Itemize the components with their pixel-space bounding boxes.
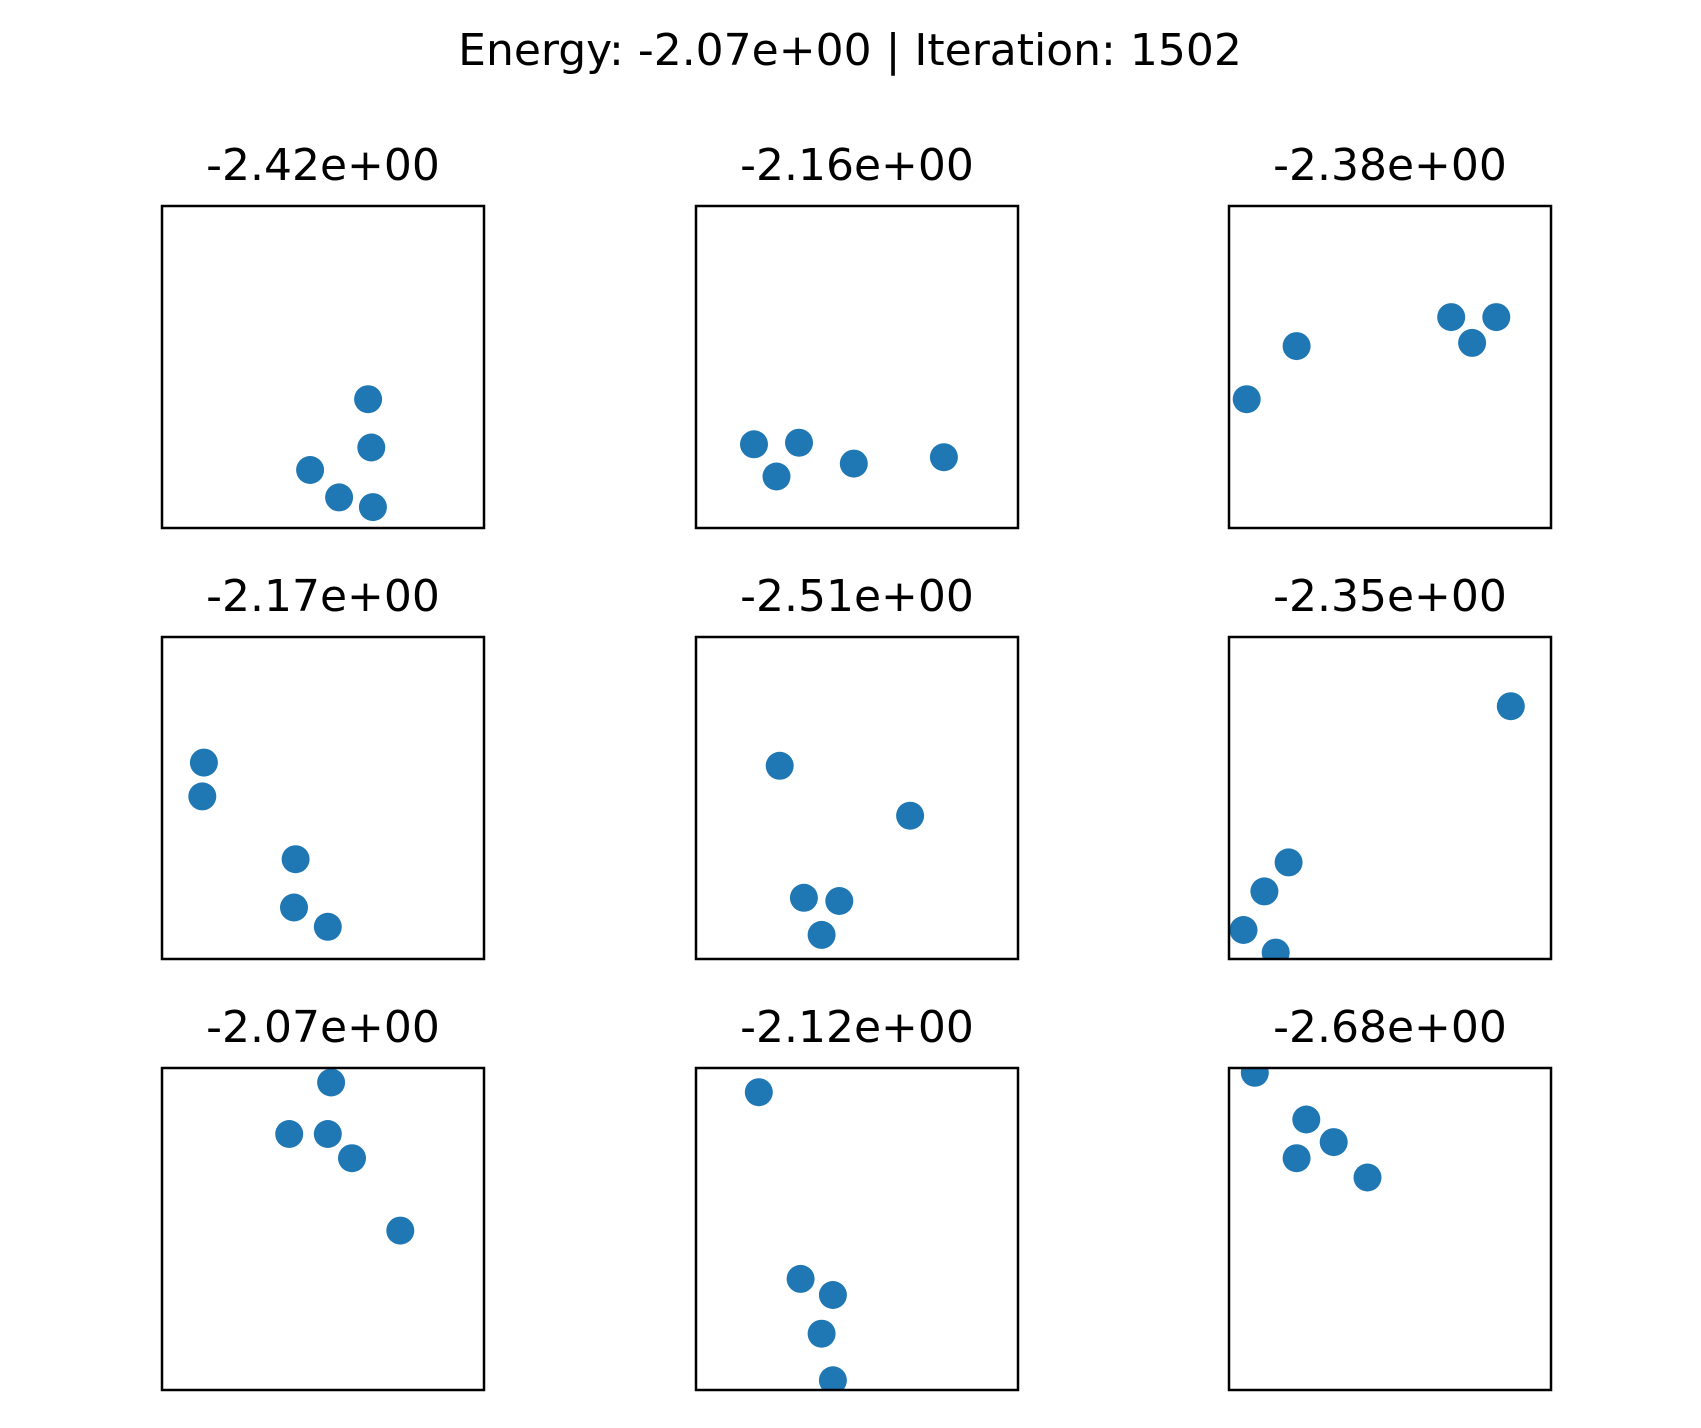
subplot-4: -2.17e+00 [160, 571, 486, 961]
scatter-point [807, 920, 836, 949]
scatter-point [818, 1366, 847, 1390]
scatter-point [1482, 303, 1511, 332]
scatter-point [1232, 385, 1261, 414]
scatter-point [807, 1319, 836, 1348]
subplot-title: -2.16e+00 [740, 140, 974, 191]
scatter-point [358, 493, 387, 522]
scatter-point [740, 430, 768, 459]
subplot-title: -2.12e+00 [740, 1002, 974, 1053]
scatter-point [296, 456, 325, 484]
scatter-point [188, 782, 217, 811]
scatter-point [1274, 848, 1303, 877]
scatter-point [1292, 1105, 1321, 1134]
scatter-point [1240, 1068, 1269, 1087]
subplot-6: -2.35e+00 [1227, 571, 1553, 961]
scatter-point [1261, 938, 1290, 959]
scatter-point [1437, 303, 1466, 332]
scatter-point [275, 1120, 304, 1148]
scatter-point [762, 462, 791, 491]
axes-frame [1227, 204, 1553, 530]
axes-frame [1227, 1066, 1553, 1392]
scatter-point [386, 1216, 415, 1245]
scatter-points [1229, 692, 1525, 959]
subplot-1: -2.42e+00 [160, 140, 486, 530]
scatter-point [765, 751, 794, 780]
scatter-point [896, 801, 925, 830]
subplot-title: -2.42e+00 [206, 140, 440, 191]
axes-frame [694, 204, 1020, 530]
scatter-point [338, 1144, 366, 1173]
scatter-point [281, 845, 310, 874]
scatter-points [740, 428, 958, 491]
scatter-points [188, 748, 342, 941]
scatter-point [1282, 332, 1311, 361]
scatter-point [1458, 328, 1487, 357]
subplot-9: -2.68e+00 [1227, 1002, 1553, 1392]
subplot-3: -2.38e+00 [1227, 140, 1553, 530]
scatter-point [744, 1078, 773, 1107]
scatter-point [1282, 1144, 1311, 1173]
axes-frame [160, 635, 486, 961]
subplot-title: -2.17e+00 [206, 571, 440, 622]
scatter-point [313, 1120, 342, 1148]
subplot-5: -2.51e+00 [694, 571, 1020, 961]
figure-suptitle: Energy: -2.07e+00 | Iteration: 1502 [458, 25, 1242, 76]
subplot-title: -2.38e+00 [1273, 140, 1507, 191]
scatter-point [1496, 692, 1525, 721]
scatter-point [789, 883, 818, 912]
scatter-point [354, 385, 383, 414]
scatter-point [818, 1281, 847, 1309]
subplot-title: -2.35e+00 [1273, 571, 1507, 622]
scatter-point [1319, 1128, 1348, 1157]
scatter-point [189, 748, 218, 777]
scatter-point [786, 1264, 815, 1293]
scatter-point [1229, 916, 1258, 944]
scatter-point [313, 912, 342, 941]
scatter-point [317, 1068, 346, 1097]
axes-frame [694, 635, 1020, 961]
axes-frame [1227, 635, 1553, 961]
scatter-points [296, 385, 387, 522]
subplot-title: -2.07e+00 [206, 1002, 440, 1053]
scatter-points [744, 1078, 847, 1390]
axes-frame [160, 204, 486, 530]
scatter-point [1250, 877, 1279, 906]
axes-frame [160, 1066, 486, 1392]
scatter-point [929, 443, 958, 472]
subplot-grid: -2.42e+00 -2.16e+00 -2.38e+00 -2.17e+00 -2.5… [160, 140, 1553, 1392]
scatter-points [1240, 1068, 1382, 1192]
scatter-points [275, 1068, 415, 1245]
scatter-point [1353, 1163, 1382, 1192]
subplot-title: -2.68e+00 [1273, 1002, 1507, 1053]
scatter-points [765, 751, 925, 949]
scatter-point [825, 887, 854, 915]
scatter-point [280, 893, 308, 922]
subplot-8: -2.12e+00 [694, 1002, 1020, 1392]
subplot-2: -2.16e+00 [694, 140, 1020, 530]
subplot-title: -2.51e+00 [740, 571, 974, 622]
scatter-point [785, 428, 813, 457]
scatter-point [357, 433, 386, 462]
scatter-point [839, 449, 868, 478]
subplot-7: -2.07e+00 [160, 1002, 486, 1392]
scatter-points [1232, 303, 1511, 414]
scatter-point [325, 483, 354, 512]
axes-frame [694, 1066, 1020, 1392]
